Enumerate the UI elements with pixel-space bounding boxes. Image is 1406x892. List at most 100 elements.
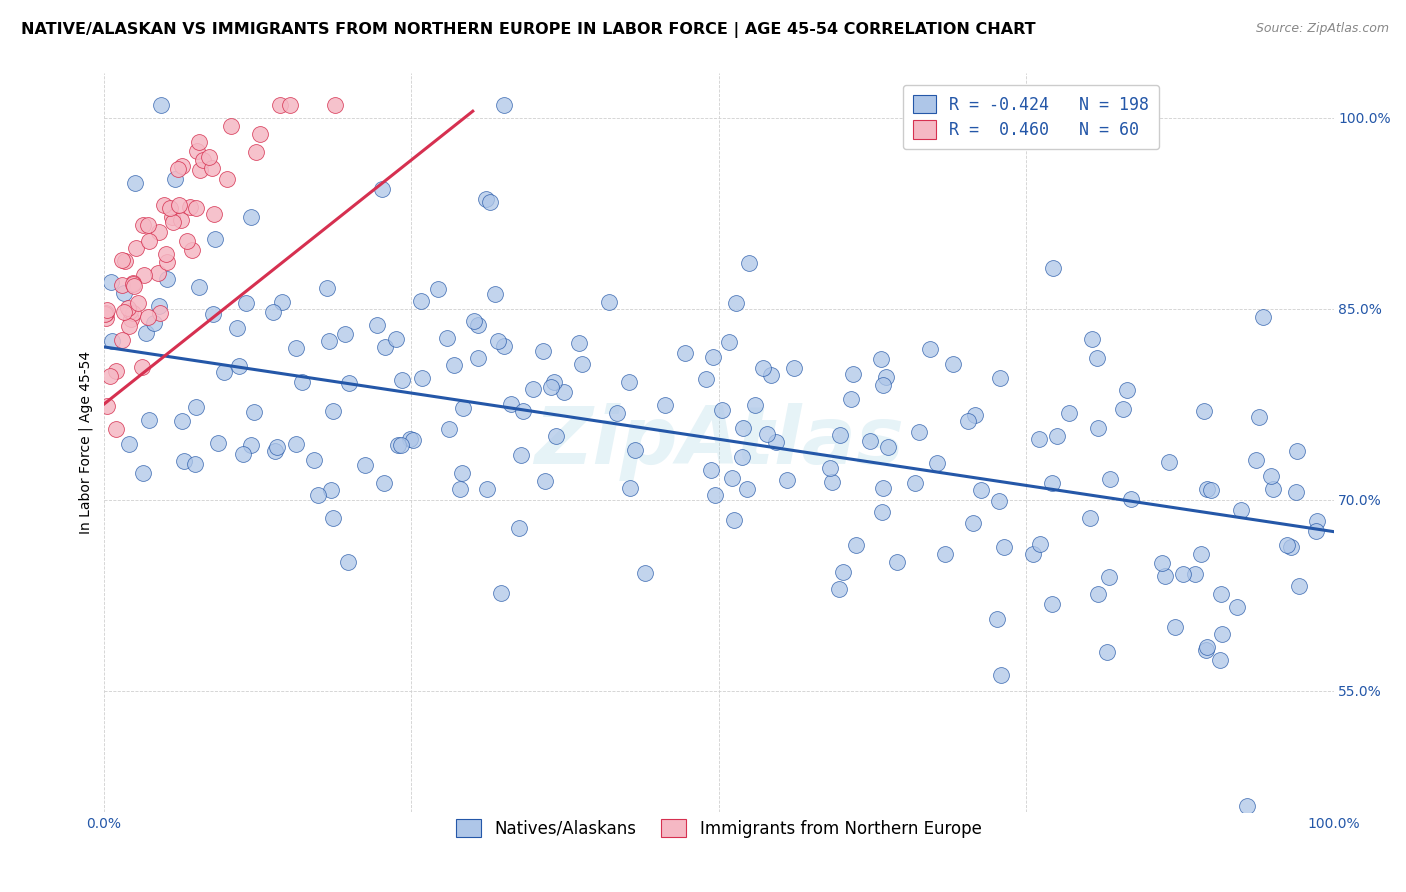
Point — [245, 145, 267, 160]
Point — [118, 318, 141, 333]
Point — [775, 473, 797, 487]
Point — [484, 287, 506, 301]
Text: ZipAtlas: ZipAtlas — [534, 403, 904, 482]
Point — [366, 318, 388, 332]
Point — [271, 295, 294, 310]
Point — [872, 378, 894, 392]
Point — [531, 343, 554, 358]
Point — [859, 434, 882, 449]
Point — [264, 443, 287, 458]
Point — [207, 435, 229, 450]
Point — [449, 482, 471, 496]
Point — [463, 314, 485, 328]
Point — [180, 243, 202, 257]
Point — [1040, 597, 1063, 611]
Point — [934, 547, 956, 561]
Point — [1154, 569, 1177, 583]
Point — [105, 364, 128, 378]
Point — [765, 435, 787, 450]
Point — [1195, 642, 1218, 657]
Point — [278, 98, 301, 112]
Point — [832, 565, 855, 579]
Point — [187, 280, 209, 294]
Point — [842, 367, 865, 381]
Y-axis label: In Labor Force | Age 45-54: In Labor Force | Age 45-54 — [79, 351, 93, 534]
Point — [725, 296, 748, 310]
Point — [170, 213, 193, 227]
Point — [153, 197, 176, 211]
Point — [201, 161, 224, 175]
Point — [114, 253, 136, 268]
Point — [828, 582, 851, 596]
Point — [491, 586, 513, 600]
Point — [172, 159, 194, 173]
Point — [1184, 567, 1206, 582]
Point — [337, 555, 360, 569]
Point — [1230, 503, 1253, 517]
Point — [262, 305, 284, 319]
Point — [733, 421, 755, 435]
Point — [212, 365, 235, 379]
Point — [673, 345, 696, 359]
Point — [193, 153, 215, 168]
Point — [568, 335, 591, 350]
Point — [134, 268, 156, 282]
Point — [120, 304, 142, 318]
Point — [159, 202, 181, 216]
Point — [111, 252, 134, 267]
Point — [886, 555, 908, 569]
Point — [198, 151, 221, 165]
Point — [373, 475, 395, 490]
Point — [845, 538, 868, 552]
Point — [1087, 587, 1109, 601]
Point — [702, 350, 724, 364]
Point — [1098, 472, 1121, 486]
Point — [176, 234, 198, 248]
Point — [118, 437, 141, 451]
Point — [828, 428, 851, 442]
Point — [723, 513, 745, 527]
Point — [284, 341, 307, 355]
Point — [190, 162, 212, 177]
Point — [1249, 409, 1271, 424]
Point — [962, 516, 984, 530]
Point — [1192, 404, 1215, 418]
Point — [149, 306, 172, 320]
Point — [117, 301, 139, 315]
Point — [1059, 406, 1081, 420]
Point — [1244, 453, 1267, 467]
Point — [711, 403, 734, 417]
Point — [1195, 640, 1218, 654]
Point — [333, 326, 356, 341]
Text: Source: ZipAtlas.com: Source: ZipAtlas.com — [1256, 22, 1389, 36]
Point — [492, 98, 515, 112]
Point — [143, 317, 166, 331]
Point — [387, 437, 409, 451]
Point — [269, 98, 291, 112]
Point — [1209, 587, 1232, 601]
Point — [98, 369, 121, 384]
Point — [131, 359, 153, 374]
Point — [1164, 620, 1187, 634]
Point — [1261, 483, 1284, 497]
Point — [186, 202, 208, 216]
Point — [718, 335, 741, 350]
Point — [94, 306, 117, 320]
Point — [1277, 537, 1299, 551]
Point — [188, 135, 211, 149]
Point — [167, 161, 190, 176]
Point — [101, 334, 124, 349]
Point — [1112, 401, 1135, 416]
Point — [156, 271, 179, 285]
Point — [111, 333, 134, 347]
Point — [1022, 547, 1045, 561]
Point — [148, 266, 170, 280]
Point — [540, 380, 562, 394]
Point — [744, 398, 766, 412]
Point — [1236, 798, 1258, 813]
Point — [204, 232, 226, 246]
Point — [186, 144, 208, 158]
Point — [1279, 540, 1302, 554]
Point — [150, 98, 173, 112]
Point — [122, 278, 145, 293]
